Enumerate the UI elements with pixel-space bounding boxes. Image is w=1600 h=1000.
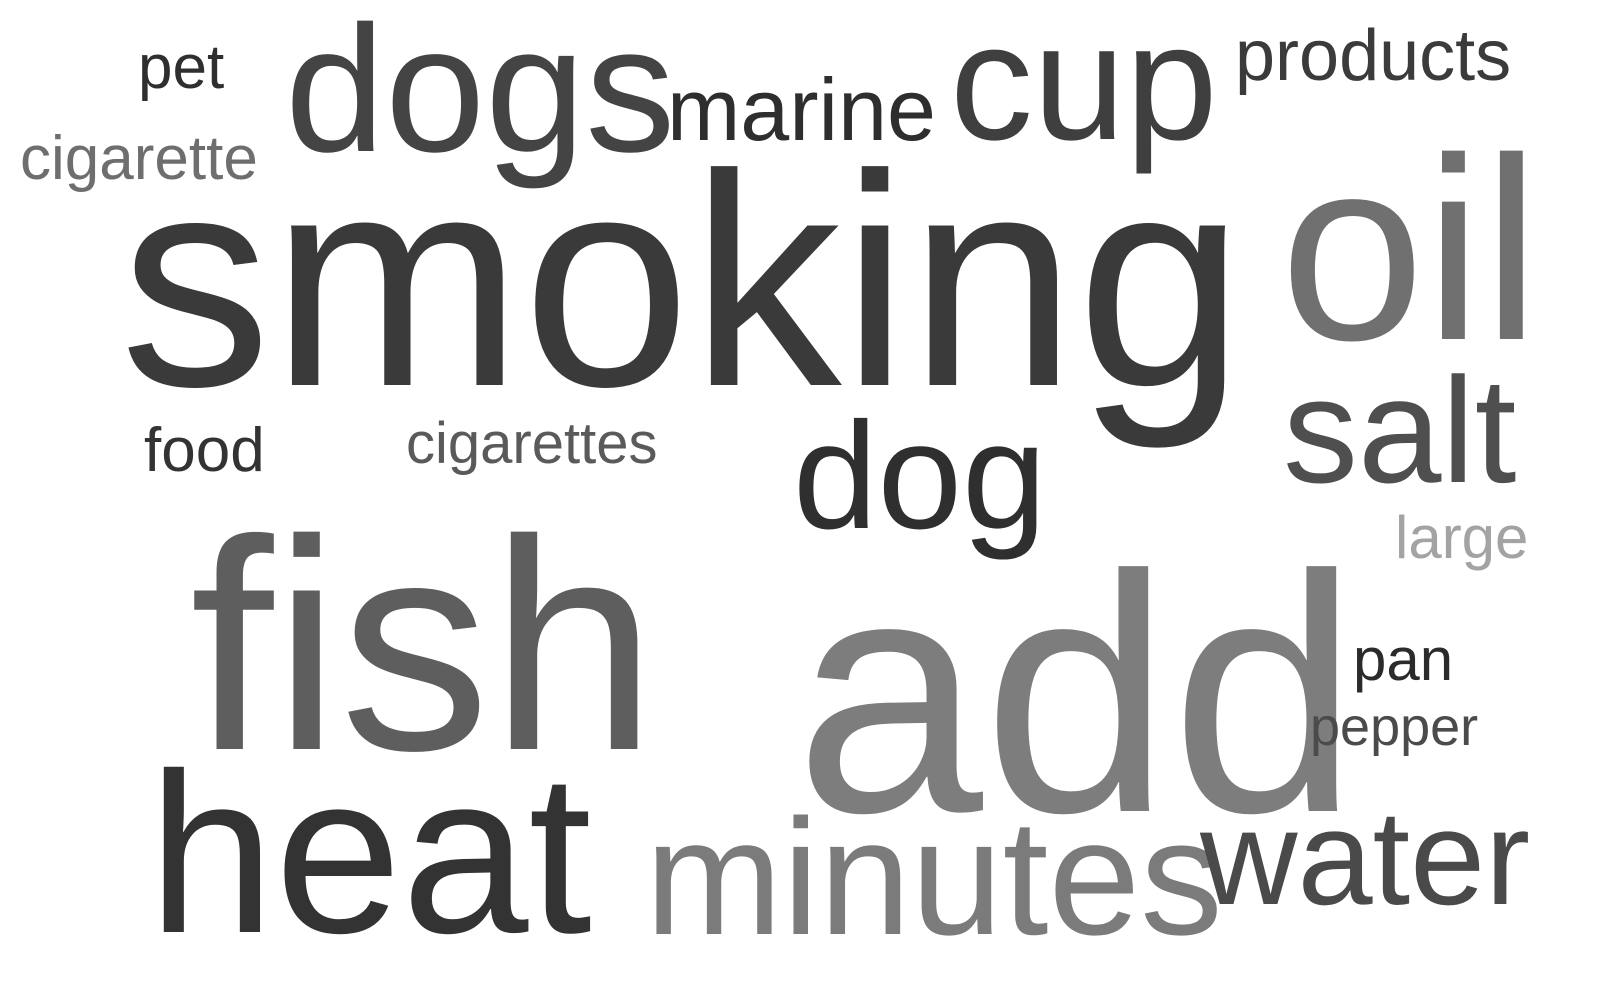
word-dogs: dogs <box>285 0 676 190</box>
word-pet: pet <box>138 33 225 102</box>
word-pan: pan <box>1353 626 1454 693</box>
word-pepper: pepper <box>1310 697 1479 757</box>
word-products: products <box>1235 16 1512 96</box>
word-food: food <box>144 416 265 485</box>
word-cup: cup <box>950 0 1218 175</box>
word-minutes: minutes <box>645 785 1223 969</box>
word-smoking: smoking <box>120 112 1245 449</box>
word-cigarettes: cigarettes <box>406 411 658 476</box>
word-add: add <box>795 505 1359 883</box>
word-salt: salt <box>1283 346 1517 514</box>
word-marine: marine <box>667 60 936 159</box>
word-large: large <box>1395 504 1529 571</box>
word-oil: oil <box>1280 105 1541 395</box>
word-water: water <box>1200 782 1531 933</box>
word-cigarette: cigarette <box>20 124 258 193</box>
word-fish: fish <box>190 477 657 813</box>
word-heat: heat <box>148 727 592 981</box>
word-dog: dog <box>793 391 1047 561</box>
